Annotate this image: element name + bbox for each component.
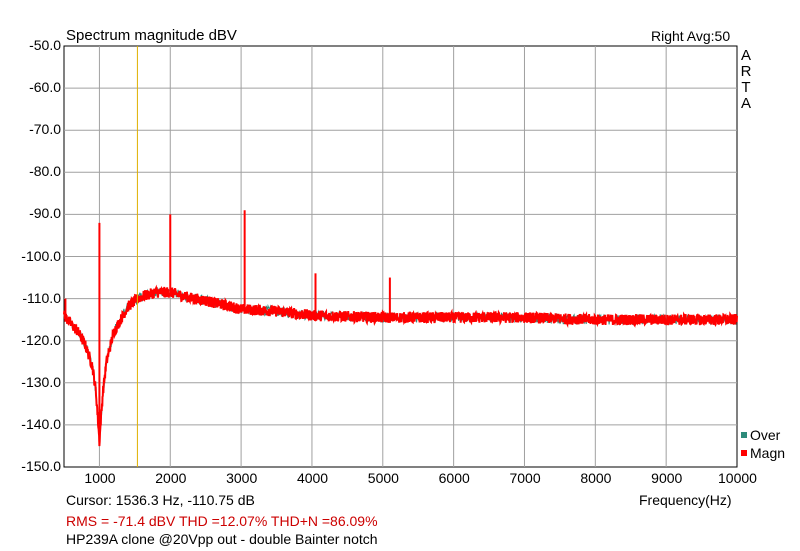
x-tick-label: 6000 xyxy=(438,470,470,486)
legend-over: Over xyxy=(741,427,780,443)
y-tick-label: -90.0 xyxy=(29,205,61,222)
watermark-letter: A xyxy=(740,95,751,112)
measurement-description: HP239A clone @20Vpp out - double Bainter… xyxy=(66,531,378,547)
trace-layer xyxy=(63,210,738,447)
chart-title: Spectrum magnitude dBV xyxy=(66,27,237,44)
y-tick-label: -110.0 xyxy=(22,289,61,306)
y-tick-label: -80.0 xyxy=(29,163,61,180)
y-tick-label: -100.0 xyxy=(21,247,61,264)
y-tick-label: -130.0 xyxy=(21,373,61,390)
y-tick-label: -70.0 xyxy=(29,121,61,138)
x-tick-label: 1000 xyxy=(84,470,116,486)
x-tick-label: 5000 xyxy=(367,470,399,486)
watermark-letter: T xyxy=(741,79,751,96)
legend-over-label: Over xyxy=(750,427,781,443)
x-tick-label: 3000 xyxy=(226,470,258,486)
y-tick-label: -150.0 xyxy=(21,458,61,474)
channel-avg-label: Right Avg:50 xyxy=(651,28,731,44)
y-tick-label: -50.0 xyxy=(29,37,61,53)
y-tick-label: -140.0 xyxy=(21,415,61,432)
x-tick-label: 8000 xyxy=(580,470,612,486)
legend-magn-label: Magn xyxy=(750,445,786,461)
x-tick-label: 7000 xyxy=(509,470,541,486)
cursor-readout: Cursor: 1536.3 Hz, -110.75 dB xyxy=(66,492,255,508)
legend-magn-swatch xyxy=(741,450,747,456)
x-tick-label: 4000 xyxy=(296,470,329,486)
x-tick-label: 10000 xyxy=(718,470,757,486)
legend-over-swatch xyxy=(741,432,747,438)
watermark-letter: R xyxy=(740,63,752,80)
y-tick-label: -120.0 xyxy=(21,331,61,348)
x-tick-label: 2000 xyxy=(155,470,187,486)
rms-thd-readout: RMS = -71.4 dBV THD =12.07% THD+N =86.09… xyxy=(66,513,378,529)
magn-trace xyxy=(63,284,738,447)
y-tick-label: -60.0 xyxy=(29,79,61,96)
legend-magn: Magn xyxy=(741,445,785,461)
x-tick-label: 9000 xyxy=(651,470,683,486)
x-axis-label: Frequency(Hz) xyxy=(639,492,732,508)
watermark-letter: A xyxy=(740,47,751,64)
